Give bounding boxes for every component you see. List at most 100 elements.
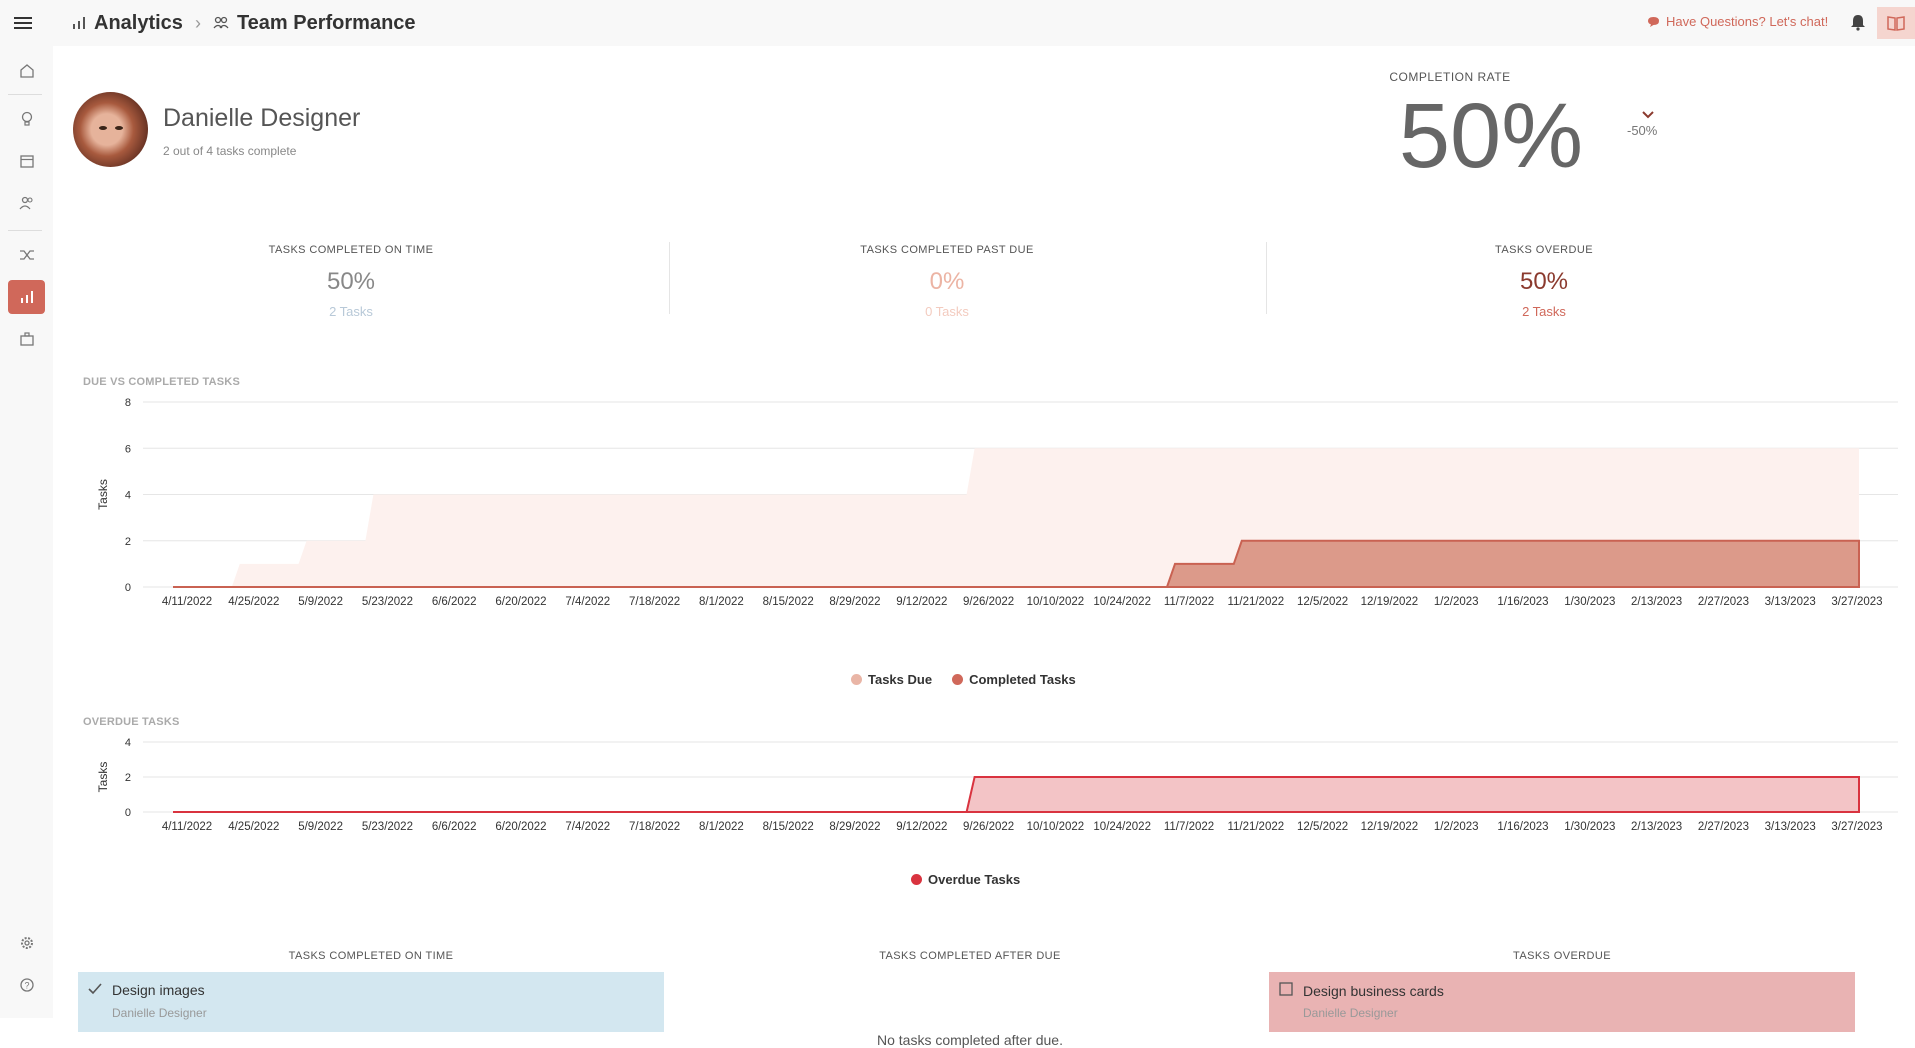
x-tick-label: 2/27/2023 bbox=[1698, 821, 1749, 833]
legend-completed-tasks[interactable]: Completed Tasks bbox=[952, 672, 1076, 687]
series-area-completed-tasks bbox=[173, 539, 1860, 588]
x-tick-label: 3/13/2023 bbox=[1765, 596, 1816, 608]
after-due-list-title: TASKS COMPLETED AFTER DUE bbox=[879, 950, 1061, 962]
x-tick-label: 5/23/2022 bbox=[362, 596, 413, 608]
x-tick-label: 6/20/2022 bbox=[495, 821, 546, 833]
x-tick-label: 8/29/2022 bbox=[829, 821, 880, 833]
y-tick-label: 4 bbox=[125, 737, 131, 749]
x-tick-label: 5/23/2022 bbox=[362, 821, 413, 833]
y-tick-label: 2 bbox=[125, 772, 131, 784]
sidebar: ? bbox=[0, 46, 53, 1018]
gear-icon[interactable] bbox=[8, 926, 45, 960]
briefcase-icon[interactable] bbox=[8, 322, 45, 356]
x-tick-label: 2/13/2023 bbox=[1631, 596, 1682, 608]
kpi-label: TASKS OVERDUE bbox=[1495, 244, 1593, 256]
chat-label: Have Questions? Let's chat! bbox=[1666, 14, 1829, 29]
page-title: Team Performance bbox=[236, 11, 416, 34]
chat-bubble-icon bbox=[1648, 16, 1659, 27]
on-time-task-card[interactable]: Design images Danielle Designer bbox=[78, 972, 664, 1032]
kpi-sub: 2 Tasks bbox=[1522, 304, 1566, 319]
x-tick-label: 7/18/2022 bbox=[629, 821, 680, 833]
checkbox-icon[interactable] bbox=[1279, 982, 1293, 999]
chevron-right-icon: › bbox=[194, 12, 201, 33]
y-axis-label: Tasks bbox=[96, 762, 110, 793]
user-name: Danielle Designer bbox=[163, 104, 361, 132]
users-icon[interactable] bbox=[8, 186, 45, 220]
y-tick-label: 0 bbox=[125, 807, 131, 819]
lightbulb-icon[interactable] bbox=[8, 102, 45, 136]
analytics-nav-icon[interactable] bbox=[8, 280, 45, 314]
x-tick-label: 11/21/2022 bbox=[1227, 596, 1284, 608]
x-tick-label: 7/18/2022 bbox=[629, 596, 680, 608]
avatar bbox=[73, 92, 148, 167]
x-tick-label: 4/11/2022 bbox=[162, 821, 212, 833]
series-area-overdue-tasks bbox=[173, 776, 1860, 813]
x-tick-label: 8/29/2022 bbox=[829, 596, 880, 608]
x-tick-label: 11/21/2022 bbox=[1227, 821, 1284, 833]
x-tick-label: 11/7/2022 bbox=[1164, 596, 1214, 608]
x-tick-label: 1/2/2023 bbox=[1434, 821, 1479, 833]
legend-tasks-due[interactable]: Tasks Due bbox=[851, 672, 932, 687]
home-icon[interactable] bbox=[8, 54, 45, 88]
x-tick-label: 3/13/2023 bbox=[1765, 821, 1816, 833]
kpi-past-due: TASKS COMPLETED PAST DUE 0% 0 Tasks bbox=[649, 244, 1245, 319]
shuffle-icon[interactable] bbox=[8, 238, 45, 272]
task-name: Design images bbox=[112, 982, 205, 998]
kpi-value: 0% bbox=[929, 268, 965, 295]
calendar-icon[interactable] bbox=[8, 144, 45, 178]
x-tick-label: 7/4/2022 bbox=[565, 596, 610, 608]
overdue-chart: 0 2 4 Tasks 4/11/2022 4/25/2022 5/9/2022 5/23/2… bbox=[96, 737, 1898, 833]
x-tick-label: 12/19/2022 bbox=[1361, 596, 1419, 608]
x-tick-label: 9/12/2022 bbox=[896, 821, 947, 833]
overdue-task-card[interactable]: Design business cards Danielle Designer bbox=[1269, 972, 1855, 1032]
x-tick-label: 8/1/2022 bbox=[699, 596, 744, 608]
x-tick-label: 8/15/2022 bbox=[763, 596, 814, 608]
due-completed-legend: Tasks Due Completed Tasks bbox=[851, 672, 1076, 687]
breadcrumb-analytics[interactable]: Analytics bbox=[94, 11, 183, 34]
overdue-legend: Overdue Tasks bbox=[911, 872, 1020, 887]
book-icon[interactable] bbox=[1877, 7, 1915, 39]
help-icon[interactable]: ? bbox=[8, 968, 45, 1002]
y-tick-label: 8 bbox=[125, 397, 131, 409]
due-vs-completed-chart: 0 2 4 6 8 Tasks 4/11/2022 4/25/2022 5/9/2022 5/23… bbox=[96, 397, 1898, 608]
x-tick-label: 6/20/2022 bbox=[495, 596, 546, 608]
chat-link[interactable]: Have Questions? Let's chat! bbox=[1647, 14, 1828, 29]
x-tick-label: 4/25/2022 bbox=[228, 821, 279, 833]
task-owner: Danielle Designer bbox=[112, 1006, 207, 1020]
x-tick-label: 9/26/2022 bbox=[963, 821, 1014, 833]
x-tick-label: 1/30/2023 bbox=[1564, 821, 1615, 833]
kpi-overdue: TASKS OVERDUE 50% 2 Tasks bbox=[1246, 244, 1842, 319]
x-tick-label: 1/30/2023 bbox=[1564, 596, 1615, 608]
completion-rate-value: 50% bbox=[1398, 85, 1583, 187]
y-tick-label: 0 bbox=[125, 582, 131, 594]
check-icon bbox=[88, 982, 102, 998]
x-tick-label: 2/13/2023 bbox=[1631, 821, 1682, 833]
legend-overdue-tasks[interactable]: Overdue Tasks bbox=[911, 872, 1020, 887]
user-task-summary: 2 out of 4 tasks complete bbox=[163, 144, 297, 158]
kpi-label: TASKS COMPLETED ON TIME bbox=[268, 244, 434, 256]
x-tick-label: 8/15/2022 bbox=[763, 821, 814, 833]
overdue-list-title: TASKS OVERDUE bbox=[1513, 950, 1611, 962]
x-tick-label: 1/16/2023 bbox=[1497, 596, 1548, 608]
task-name: Design business cards bbox=[1303, 982, 1444, 999]
team-icon bbox=[213, 16, 229, 30]
x-tick-label: 5/9/2022 bbox=[298, 821, 343, 833]
x-tick-label: 11/7/2022 bbox=[1164, 821, 1214, 833]
menu-icon[interactable] bbox=[12, 12, 34, 34]
x-tick-label: 1/16/2023 bbox=[1497, 821, 1548, 833]
x-tick-label: 12/5/2022 bbox=[1297, 596, 1348, 608]
x-tick-label: 5/9/2022 bbox=[298, 596, 343, 608]
x-tick-label: 12/5/2022 bbox=[1297, 821, 1348, 833]
y-tick-label: 6 bbox=[125, 443, 131, 455]
kpi-on-time: TASKS COMPLETED ON TIME 50% 2 Tasks bbox=[53, 244, 649, 319]
bell-icon[interactable] bbox=[1850, 13, 1866, 36]
y-tick-label: 4 bbox=[125, 490, 131, 502]
x-tick-label: 10/24/2022 bbox=[1093, 821, 1151, 833]
completion-rate-delta: -50% bbox=[1627, 123, 1658, 138]
x-tick-label: 12/19/2022 bbox=[1361, 821, 1419, 833]
kpi-value: 50% bbox=[326, 268, 376, 295]
on-time-list-title: TASKS COMPLETED ON TIME bbox=[288, 950, 454, 962]
kpi-value: 50% bbox=[1519, 268, 1569, 295]
x-tick-label: 9/12/2022 bbox=[896, 596, 947, 608]
y-axis-label: Tasks bbox=[96, 479, 110, 510]
